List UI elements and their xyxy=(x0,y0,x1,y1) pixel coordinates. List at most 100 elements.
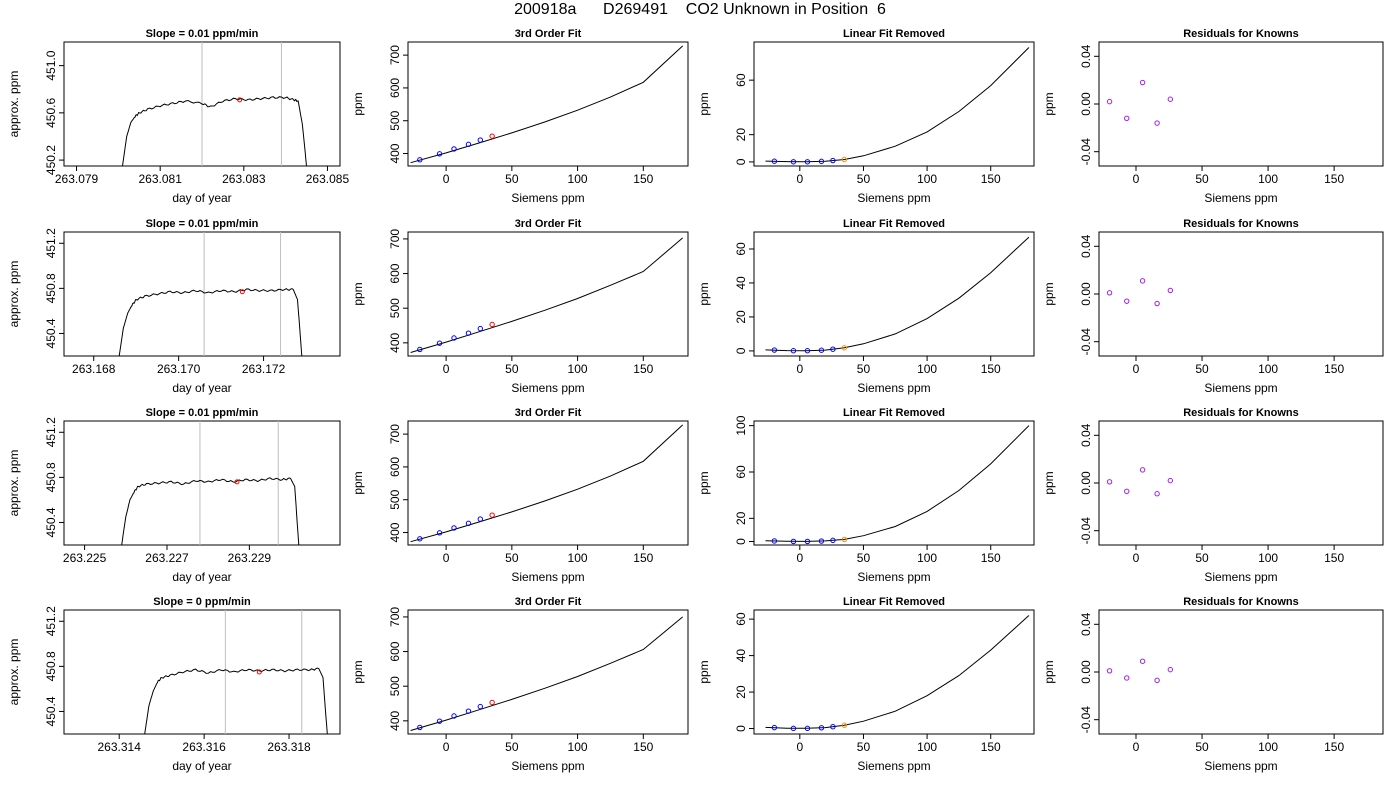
selected-point-marker xyxy=(256,669,262,675)
series-line xyxy=(410,45,684,164)
plot-area xyxy=(410,616,684,731)
x-tick-label: 100 xyxy=(568,172,588,186)
y-axis-label: ppm xyxy=(697,92,711,115)
known-point xyxy=(465,141,472,148)
x-tick-label: 100 xyxy=(1258,740,1278,754)
y-axis-label: ppm xyxy=(351,92,365,115)
x-axis-label: Siemens ppm xyxy=(857,570,930,584)
x-tick-label: 263.081 xyxy=(138,172,182,186)
plot-frame xyxy=(753,420,1035,546)
chart-title: 3rd Order Fit xyxy=(515,28,582,40)
known-point xyxy=(790,725,797,732)
residual-point xyxy=(1139,658,1146,664)
x-tick-label: 150 xyxy=(1324,551,1344,565)
chart-panel: Slope = 0 ppm/min 263.314 263.316 263.318 45… xyxy=(7,596,341,773)
known-point xyxy=(830,346,836,352)
x-tick-label: 100 xyxy=(917,362,937,376)
y-tick-label: 450.8 xyxy=(44,651,58,681)
known-point xyxy=(417,157,423,163)
plot-area xyxy=(765,236,1030,354)
x-tick-label: 100 xyxy=(568,740,588,754)
y-tick-label: 20 xyxy=(734,685,748,699)
known-point xyxy=(790,159,797,165)
known-point xyxy=(818,538,825,544)
chart-title: 3rd Order Fit xyxy=(515,218,582,230)
known-point xyxy=(771,538,778,544)
known-point xyxy=(804,159,811,165)
y-axis-label: ppm xyxy=(351,471,365,494)
y-tick-label: 60 xyxy=(734,242,748,256)
x-tick-label: 0 xyxy=(1133,362,1140,376)
chart-panel: Linear Fit Removed 0 50 100 150 0 20 60 Siemens … xyxy=(697,28,1035,205)
plot-frame xyxy=(63,420,341,546)
plot-frame xyxy=(407,609,689,735)
series-line xyxy=(410,424,684,543)
known-point xyxy=(451,525,457,531)
series-line xyxy=(765,236,1030,352)
chart-title: Slope = 0.01 ppm/min xyxy=(146,218,259,230)
chart-panel: Residuals for Knowns 0 50 100 150 -0.04 0.00 0.… xyxy=(1042,407,1384,584)
y-tick-label: 600 xyxy=(388,457,402,477)
x-tick-label: 50 xyxy=(505,172,519,186)
residual-point xyxy=(1124,115,1130,122)
unknown-point xyxy=(489,699,495,706)
y-tick-label: 451.2 xyxy=(44,228,58,258)
y-tick-label: 700 xyxy=(388,424,402,444)
y-tick-label: 0.04 xyxy=(1079,234,1093,258)
y-axis-label: ppm xyxy=(1042,660,1056,683)
chart-panel: Linear Fit Removed 0 50 100 150 0 20 40 60 Siemen… xyxy=(697,596,1035,773)
y-tick-label: 20 xyxy=(734,511,748,525)
unknown-point xyxy=(841,536,848,543)
residual-point xyxy=(1154,300,1160,307)
chart-panel: 3rd Order Fit 0 50 100 150 400 500 600 700 Siemen… xyxy=(351,407,689,584)
x-tick-label: 50 xyxy=(857,172,871,186)
series-line xyxy=(410,237,684,353)
series-line xyxy=(118,287,303,356)
plot-area xyxy=(765,47,1030,165)
unknown-point xyxy=(489,133,495,139)
unknown-point xyxy=(489,321,495,328)
x-tick-label: 0 xyxy=(796,740,803,754)
y-axis-label: ppm xyxy=(1042,282,1056,305)
chart-panel: Linear Fit Removed 0 50 100 150 0 20 60 100 Sieme… xyxy=(697,407,1035,584)
plot-area xyxy=(1106,467,1174,497)
chart-title: Linear Fit Removed xyxy=(843,596,945,608)
known-point xyxy=(830,537,836,544)
x-axis-label: day of year xyxy=(172,759,231,773)
plot-area xyxy=(122,42,307,166)
y-tick-label: 0.00 xyxy=(1079,471,1093,495)
residual-point xyxy=(1106,98,1113,105)
series-line xyxy=(122,96,307,166)
y-tick-label: 60 xyxy=(734,465,748,479)
known-point xyxy=(477,137,484,143)
y-axis-label: ppm xyxy=(697,471,711,494)
plot-frame xyxy=(1098,231,1384,357)
x-tick-label: 263.083 xyxy=(222,172,266,186)
known-point xyxy=(436,340,443,346)
chart-title: Linear Fit Removed xyxy=(843,407,945,419)
y-tick-label: 450.4 xyxy=(44,507,58,537)
y-tick-label: 0 xyxy=(734,538,748,545)
x-tick-label: 0 xyxy=(796,362,803,376)
plot-frame xyxy=(63,609,341,735)
y-tick-label: 500 xyxy=(388,298,402,318)
x-tick-label: 0 xyxy=(443,362,450,376)
known-point xyxy=(436,151,443,157)
figure-title: 200918a D269491 CO2 Unknown in Position … xyxy=(514,1,886,18)
residual-point xyxy=(1106,668,1113,674)
y-tick-label: 500 xyxy=(388,110,402,130)
residual-point xyxy=(1139,278,1146,284)
x-tick-label: 263.316 xyxy=(182,740,226,754)
x-axis-label: Siemens ppm xyxy=(511,759,584,773)
x-axis-label: Siemens ppm xyxy=(511,191,584,205)
known-point xyxy=(771,158,778,164)
x-tick-label: 100 xyxy=(1258,172,1278,186)
x-tick-label: 150 xyxy=(981,362,1001,376)
plot-frame xyxy=(753,41,1035,167)
known-point xyxy=(417,724,423,731)
y-tick-label: 600 xyxy=(388,78,402,98)
plot-area xyxy=(1106,79,1174,126)
known-point xyxy=(451,335,457,341)
known-point xyxy=(451,146,457,152)
